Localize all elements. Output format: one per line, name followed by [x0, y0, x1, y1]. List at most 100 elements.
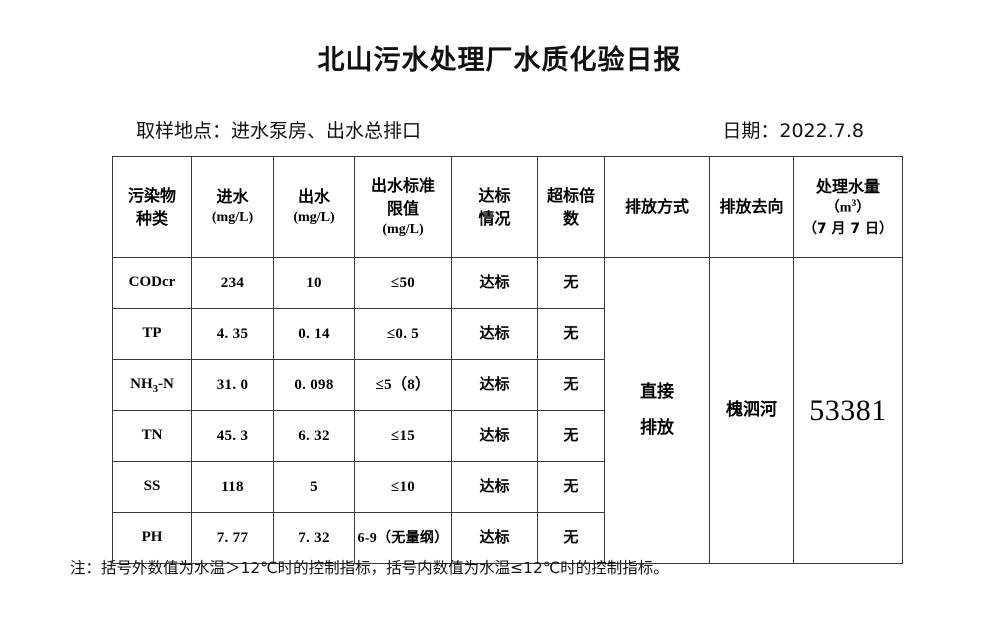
header-influent: 进水 (mg/L): [191, 156, 274, 258]
pollutant-name-pre: PH: [141, 528, 163, 545]
pollutant-name-pre: TP: [142, 324, 162, 341]
cell-standard-limit: ≤10: [354, 461, 452, 513]
header-standard-limit-unit: (mg/L): [382, 222, 424, 238]
header-discharge-destination-label: 排放去向: [719, 197, 784, 217]
cell-exceed-factor: 无: [537, 512, 605, 564]
unit-prefix: （m: [825, 200, 852, 216]
cell-standard-limit: ≤5（8）: [354, 359, 452, 411]
table-header-row: 污染物 种类 进水 (mg/L) 出水 (mg/L) 出水标准 限值 (mg/L…: [112, 156, 903, 258]
header-standard-limit: 出水标准 限值 (mg/L): [354, 156, 452, 258]
cell-standard-limit: ≤15: [354, 410, 452, 462]
header-treated-volume-unit: （m3）: [796, 198, 900, 219]
header-discharge-method-label: 排放方式: [624, 197, 689, 217]
cell-pollutant: CODcr: [112, 257, 192, 309]
compliance-text: 达标: [479, 273, 510, 292]
header-effluent: 出水 (mg/L): [273, 156, 355, 258]
header-discharge-method: 排放方式: [604, 156, 710, 258]
cell-effluent: 7. 32: [273, 512, 355, 564]
pollutant-name-pre: NH: [130, 375, 153, 392]
cell-influent: 45. 3: [191, 410, 274, 462]
header-standard-limit-line2: 限值: [386, 198, 419, 218]
compliance-text: 达标: [479, 477, 510, 496]
table-row: PH 7. 77 7. 32 6-9（无量纲） 达标 无: [112, 512, 903, 564]
header-pollutant: 污染物 种类: [112, 156, 192, 258]
compliance-text: 达标: [479, 375, 510, 394]
header-treated-volume-line1: 处理水量: [815, 176, 880, 196]
cell-standard-limit: ≤50: [354, 257, 452, 309]
cell-pollutant: NH3-N: [112, 359, 192, 411]
table-row: TN 45. 3 6. 32 ≤15 达标 无: [112, 410, 903, 462]
unit-suffix: ）: [856, 200, 871, 216]
table-row: TP 4. 35 0. 14 ≤0. 5 达标 无: [112, 308, 903, 360]
cell-effluent: 5: [273, 461, 355, 513]
exceed-text: 无: [563, 375, 579, 394]
pollutant-name-sub: 3: [152, 382, 159, 395]
page-title: 北山污水处理厂水质化验日报: [317, 45, 682, 76]
cell-effluent: 6. 32: [273, 410, 355, 462]
cell-treated-volume: 53381: [793, 257, 903, 564]
water-quality-table: 污染物 种类 进水 (mg/L) 出水 (mg/L) 出水标准 限值 (mg/L…: [112, 156, 903, 564]
cell-exceed-factor: 无: [537, 359, 605, 411]
cell-exceed-factor: 无: [537, 308, 605, 360]
cell-influent: 7. 77: [191, 512, 274, 564]
cell-exceed-factor: 无: [537, 461, 605, 513]
table-row: NH3-N 31. 0 0. 098 ≤5（8） 达标 无: [112, 359, 903, 411]
pollutant-name-post: -N: [158, 375, 174, 392]
report-date-label: 日期：2022.7.8: [722, 120, 864, 142]
pollutant-name-pre: SS: [143, 477, 161, 494]
header-pollutant-line2: 种类: [135, 209, 168, 228]
unit-superscript: 3: [851, 198, 857, 209]
header-exceed-factor: 超标倍 数: [537, 156, 605, 258]
cell-compliance: 达标: [451, 308, 538, 360]
header-treated-volume-date: （7 月 7 日）: [802, 220, 894, 237]
cell-pollutant: TP: [112, 308, 192, 360]
cell-influent: 4. 35: [191, 308, 274, 360]
compliance-text: 达标: [479, 528, 510, 547]
pollutant-name-pre: CODcr: [128, 273, 176, 290]
table-row: CODcr 234 10 ≤50 达标 无 直接 排放 槐泗河 53381: [112, 257, 903, 564]
cell-compliance: 达标: [451, 461, 538, 513]
cell-compliance: 达标: [451, 257, 538, 309]
cell-exceed-factor: 无: [537, 257, 605, 309]
header-discharge-destination: 排放去向: [709, 156, 794, 258]
compliance-text: 达标: [479, 324, 510, 343]
cell-discharge-method: 直接 排放: [604, 257, 710, 564]
cell-effluent: 10: [273, 257, 355, 309]
header-compliance-line1: 达标: [478, 185, 511, 205]
header-compliance-line2: 情况: [478, 209, 511, 228]
cell-compliance: 达标: [451, 359, 538, 411]
cell-standard-limit: 6-9（无量纲）: [354, 512, 452, 564]
header-exceed-factor-line2: 数: [562, 209, 579, 228]
header-standard-limit-line1: 出水标准: [370, 175, 435, 195]
cell-influent: 234: [191, 257, 274, 309]
header-pollutant-line1: 污染物: [127, 185, 176, 205]
sampling-location-label: 取样地点：进水泵房、出水总排口: [136, 120, 422, 142]
header-exceed-factor-line1: 超标倍: [546, 185, 595, 205]
discharge-method-line1: 直接: [640, 381, 674, 402]
exceed-text: 无: [563, 477, 579, 496]
report-meta: 取样地点：进水泵房、出水总排口 日期：2022.7.8: [136, 116, 864, 144]
cell-pollutant: SS: [112, 461, 192, 513]
cell-discharge-destination: 槐泗河: [709, 257, 794, 564]
cell-effluent: 0. 098: [273, 359, 355, 411]
exceed-text: 无: [563, 273, 579, 292]
pollutant-name-pre: TN: [141, 426, 163, 443]
cell-pollutant: PH: [112, 512, 192, 564]
exceed-text: 无: [563, 324, 579, 343]
cell-effluent: 0. 14: [273, 308, 355, 360]
cell-influent: 118: [191, 461, 274, 513]
header-treated-volume: 处理水量 （m3） （7 月 7 日）: [793, 156, 903, 258]
discharge-method-line2: 排放: [640, 417, 674, 438]
cell-standard-limit: ≤0. 5: [354, 308, 452, 360]
header-influent-unit: (mg/L): [211, 210, 254, 226]
header-influent-line1: 进水: [216, 187, 249, 207]
cell-compliance: 达标: [451, 512, 538, 564]
exceed-text: 无: [563, 426, 579, 445]
cell-compliance: 达标: [451, 410, 538, 462]
cell-influent: 31. 0: [191, 359, 274, 411]
exceed-text: 无: [563, 528, 579, 547]
header-effluent-line1: 出水: [297, 187, 330, 207]
compliance-text: 达标: [479, 426, 510, 445]
header-effluent-unit: (mg/L): [293, 210, 335, 226]
